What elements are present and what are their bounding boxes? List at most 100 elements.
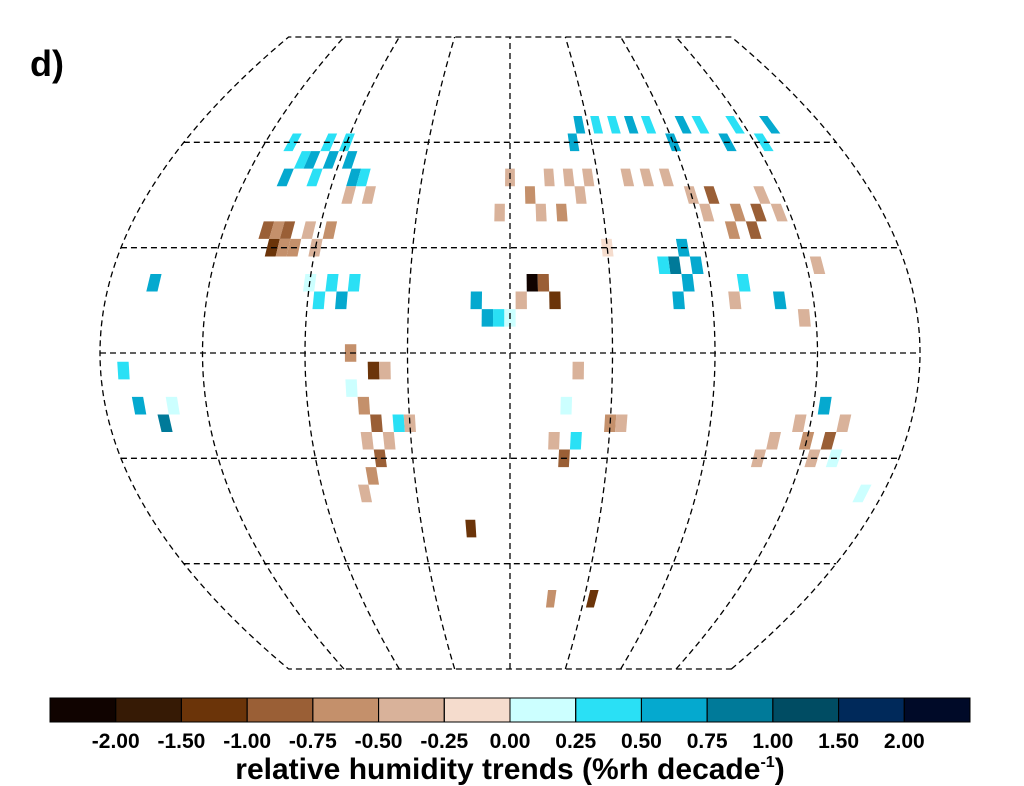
colorbar-tick-label: 0.50 (621, 730, 662, 753)
grid-cell (341, 151, 358, 169)
colorbar-box (312, 697, 380, 723)
grid-cell (691, 116, 710, 134)
grid-cell (526, 274, 538, 292)
grid-cell (524, 186, 536, 204)
meridian (675, 36, 819, 670)
grid-cell (569, 432, 582, 450)
colorbar-box (443, 697, 511, 723)
grid-cell (131, 396, 147, 415)
colorbar-tick-label: -1.00 (223, 730, 271, 753)
colorbar-tick-label: -2.00 (92, 730, 140, 753)
grid-cell (729, 203, 746, 222)
grid-cell (535, 203, 547, 222)
grid-cell (615, 414, 628, 432)
grid-cell (623, 116, 639, 134)
colorbar-tick-label: 2.00 (884, 730, 925, 753)
colorbar-tick-label: -0.75 (289, 730, 337, 753)
colorbar-box (49, 697, 117, 723)
grid-cell (347, 274, 361, 292)
colorbar-box (180, 697, 248, 723)
grid-cell (361, 186, 376, 204)
meridian (564, 36, 614, 670)
grid-cell (357, 396, 371, 415)
grid-cell (555, 203, 568, 222)
colorbar-tick-label: 1.50 (818, 730, 859, 753)
grid-cell (492, 309, 505, 327)
grid-cell (306, 168, 323, 187)
grid-cell (515, 291, 527, 310)
grid-cell (279, 221, 296, 239)
grid-cell (346, 168, 362, 187)
grid-cell (852, 484, 872, 503)
grid-cell (367, 361, 380, 380)
grid-cell (689, 256, 704, 274)
grid-cell (657, 256, 671, 274)
meridian (406, 36, 456, 670)
grid-cell (572, 361, 585, 380)
grid-cell (770, 203, 788, 222)
grid-cell (560, 396, 573, 415)
grid-cell (283, 133, 302, 152)
colorbar-tick-label: -1.50 (157, 730, 205, 753)
title-text: relative humidity trends (%rh decade (235, 753, 760, 786)
grid-cell (674, 116, 692, 134)
grid-cell (258, 221, 275, 239)
grid-cell (836, 414, 852, 432)
grid-cell (724, 221, 741, 239)
grid-cell (745, 221, 762, 239)
grid-cell (303, 151, 321, 169)
grid-cell (373, 449, 387, 468)
colorbar-tick-label: -0.25 (420, 730, 468, 753)
grid-cell (345, 379, 358, 397)
grid-cell (341, 186, 357, 204)
grid-cell (809, 256, 826, 274)
grid-cell (665, 133, 682, 152)
grid-cell (582, 168, 595, 187)
grid-cell (567, 133, 580, 152)
grid-cell (759, 116, 781, 134)
colorbar-box (115, 697, 182, 723)
grid-cell (817, 396, 832, 415)
colorbar-box (903, 697, 971, 723)
grid-cell (620, 168, 635, 187)
colorbar-tick-label: 0.00 (490, 730, 531, 753)
grid-cell (325, 274, 339, 292)
grid-cell (573, 116, 586, 134)
grid-cell (772, 291, 787, 310)
grid-cell (753, 133, 774, 152)
grid-cell (537, 274, 550, 292)
grid-cell (276, 168, 294, 187)
grid-cell (465, 519, 477, 538)
grid-cell (640, 116, 657, 134)
grid-cell (797, 309, 811, 327)
colorbar-tick-label: -0.50 (355, 730, 403, 753)
grid-cell (312, 291, 326, 310)
grid-cell (750, 203, 767, 222)
grid-cell (658, 168, 674, 187)
colorbar-box (378, 697, 445, 723)
grid-cell (820, 432, 837, 450)
grid-cell (543, 168, 555, 187)
colorbar-box (838, 697, 905, 723)
grid-cell (146, 274, 162, 292)
grid-cell (470, 291, 483, 310)
grid-cell (681, 274, 695, 292)
grid-cell (370, 414, 383, 432)
grid-cell (165, 396, 180, 415)
grid-cell (365, 467, 380, 485)
map-outline (99, 36, 921, 670)
grid-cell (585, 590, 599, 608)
meridian (620, 36, 716, 670)
grid-cell (481, 309, 494, 327)
grid-cell (157, 414, 173, 432)
grid-cell (699, 203, 715, 222)
colorbar-box (706, 697, 774, 723)
colorbar-box (640, 697, 708, 723)
colorbar-tick-label: 0.75 (687, 730, 728, 753)
grid-cell (590, 116, 604, 134)
grid-cell (494, 203, 505, 222)
colorbar-box (509, 697, 577, 723)
meridian (201, 36, 345, 670)
grid-cell (736, 274, 751, 292)
